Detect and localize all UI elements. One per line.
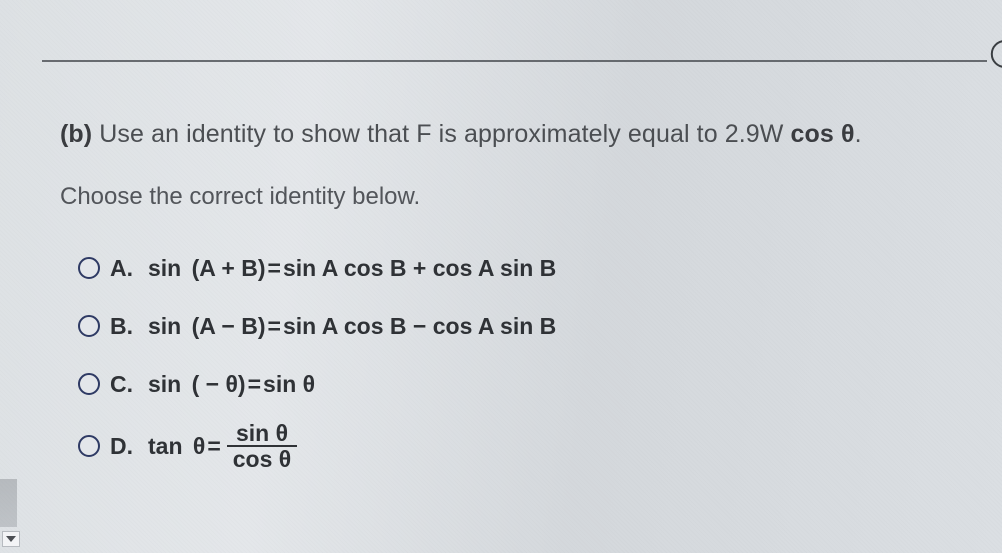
prompt-cos: cos [791, 120, 834, 148]
radio-b[interactable] [78, 315, 100, 337]
space [185, 433, 191, 460]
options-list: A. sin (A + B) = sin A cos B + cos A sin… [60, 247, 962, 471]
space [183, 371, 189, 398]
radio-a[interactable] [78, 257, 100, 279]
option-letter: A. [110, 255, 138, 282]
eq: = [268, 255, 281, 282]
rhs: sin A cos B + cos A sin B [283, 255, 556, 282]
space [183, 255, 189, 282]
option-letter: B. [110, 313, 138, 340]
fraction-numerator: sin θ [230, 421, 294, 445]
option-letter: C. [110, 371, 138, 398]
question-content: (b) Use an identity to show that F is ap… [60, 120, 962, 471]
prompt-text-after: . [855, 120, 862, 148]
option-a[interactable]: A. sin (A + B) = sin A cos B + cos A sin… [78, 247, 962, 289]
rhs: sin A cos B − cos A sin B [283, 313, 556, 340]
scrollbar-track-stub [0, 479, 17, 527]
divider-rule [42, 60, 987, 62]
lhs-arg: (A − B) [192, 313, 266, 340]
part-label: (b) [60, 120, 92, 148]
scroll-down-button[interactable] [2, 531, 20, 547]
lhs-fn: sin [148, 313, 181, 340]
eq: = [207, 433, 220, 460]
lhs-fn: sin [148, 371, 181, 398]
lhs-fn: tan [148, 433, 183, 460]
space [183, 313, 189, 340]
option-c[interactable]: C. sin ( − θ) = sin θ [78, 363, 962, 405]
ring-decoration [991, 40, 1002, 68]
lhs-arg: θ [193, 433, 205, 460]
eq: = [268, 313, 281, 340]
lhs-arg: ( − θ) [192, 371, 246, 398]
option-body: tan θ = sin θ cos θ [148, 421, 297, 471]
option-body: sin (A − B) = sin A cos B − cos A sin B [148, 313, 556, 340]
fraction-denominator: cos θ [227, 447, 297, 471]
lhs-arg: (A + B) [192, 255, 266, 282]
page-root: (b) Use an identity to show that F is ap… [0, 0, 1002, 553]
prompt-text-before: Use an identity to show that F is approx… [99, 120, 783, 148]
option-b[interactable]: B. sin (A − B) = sin A cos B − cos A sin… [78, 305, 962, 347]
rhs: sin θ [263, 371, 315, 398]
radio-d[interactable] [78, 435, 100, 457]
option-body: sin (A + B) = sin A cos B + cos A sin B [148, 255, 556, 282]
option-d[interactable]: D. tan θ = sin θ cos θ [78, 421, 962, 471]
choose-instruction: Choose the correct identity below. [60, 183, 962, 211]
fraction: sin θ cos θ [227, 421, 297, 471]
prompt-theta: θ [841, 120, 855, 148]
option-body: sin ( − θ) = sin θ [148, 371, 315, 398]
eq: = [248, 371, 261, 398]
option-letter: D. [110, 433, 138, 460]
radio-c[interactable] [78, 373, 100, 395]
lhs-fn: sin [148, 255, 181, 282]
question-prompt: (b) Use an identity to show that F is ap… [60, 120, 962, 149]
